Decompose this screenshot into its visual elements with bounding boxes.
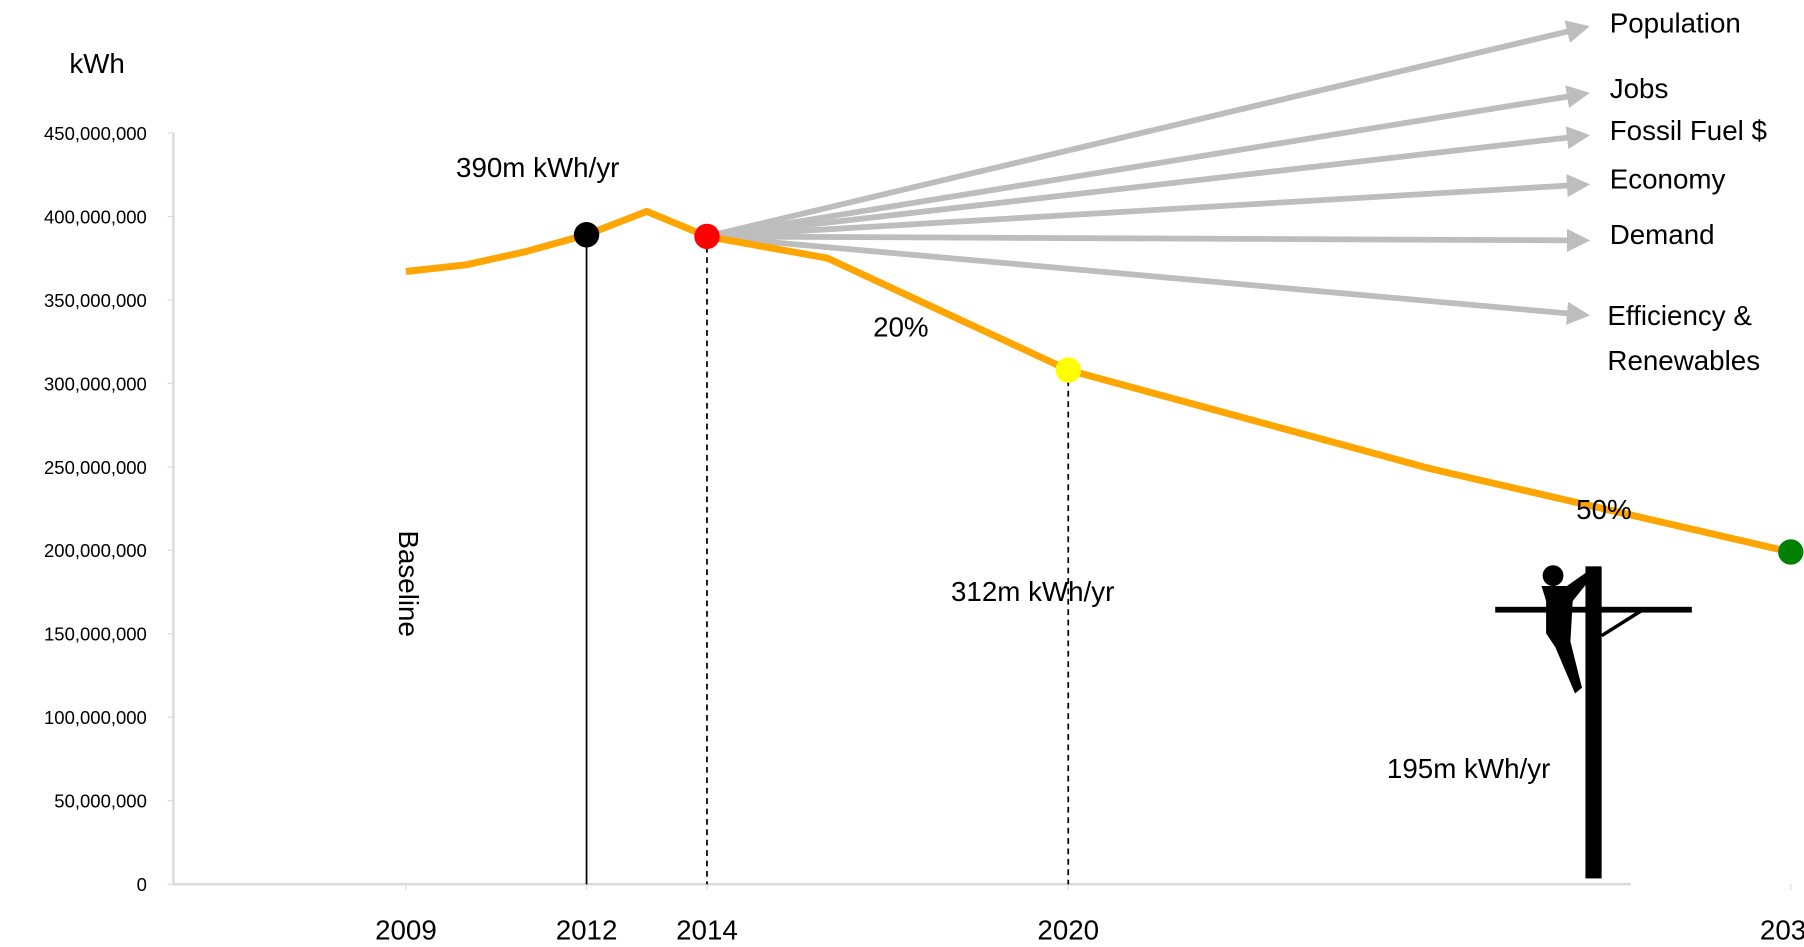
annotation: 50% xyxy=(1576,494,1632,525)
driver-arrow xyxy=(707,236,1579,240)
chart: kWh 0 50,000,000 100,000,000 150,000,000 200… xyxy=(0,0,1804,942)
driver-label: Jobs xyxy=(1610,73,1669,104)
point xyxy=(1056,357,1081,382)
y-tick-label: 150,000,000 xyxy=(44,624,147,645)
annotation: 195m kWh/yr xyxy=(1387,753,1550,784)
driver-arrow xyxy=(707,185,1579,236)
driver-label: Economy xyxy=(1610,163,1726,194)
annotation: 20% xyxy=(873,311,929,342)
y-tick-label: 250,000,000 xyxy=(44,457,147,478)
driver-label: Demand xyxy=(1610,219,1715,250)
x-tick-label: 2009 xyxy=(375,915,437,942)
driver-arrow xyxy=(707,95,1579,237)
x-tick-label: 2012 xyxy=(556,915,618,942)
x-tick-label: 2014 xyxy=(676,915,738,942)
annotation: 390m kWh/yr xyxy=(456,152,619,183)
utility-pole xyxy=(1495,565,1692,878)
x-tick-label: 2032 xyxy=(1760,915,1804,942)
driver-label: Fossil Fuel $ xyxy=(1610,115,1767,146)
driver-arrow xyxy=(707,136,1579,236)
page: {"chart_data": { "type": "line", "y_labe… xyxy=(0,0,1804,942)
y-tick-label: 400,000,000 xyxy=(44,206,147,227)
y-tick-label: 0 xyxy=(137,874,147,895)
y-tick-label: 100,000,000 xyxy=(44,707,147,728)
driver-label: Population xyxy=(1610,7,1741,38)
y-tick-label: 450,000,000 xyxy=(44,123,147,144)
annotation: Baseline xyxy=(393,531,424,637)
x-tick-label: 2020 xyxy=(1037,915,1099,942)
driver-label-line: Renewables xyxy=(1607,345,1760,376)
y-tick-label: 300,000,000 xyxy=(44,373,147,394)
y-axis-label: kWh xyxy=(69,48,124,79)
y-tick-label: 50,000,000 xyxy=(54,791,147,812)
driver-label: Efficiency & Renewables xyxy=(1607,300,1760,376)
point xyxy=(574,222,599,247)
y-tick-label: 350,000,000 xyxy=(44,290,147,311)
driver-arrow xyxy=(707,29,1579,237)
driver-label-line: Efficiency & xyxy=(1607,300,1752,331)
driver-arrow xyxy=(707,236,1579,314)
point xyxy=(1778,539,1803,564)
y-tick-label: 200,000,000 xyxy=(44,540,147,561)
annotation: 312m kWh/yr xyxy=(951,576,1114,607)
point xyxy=(694,224,719,249)
